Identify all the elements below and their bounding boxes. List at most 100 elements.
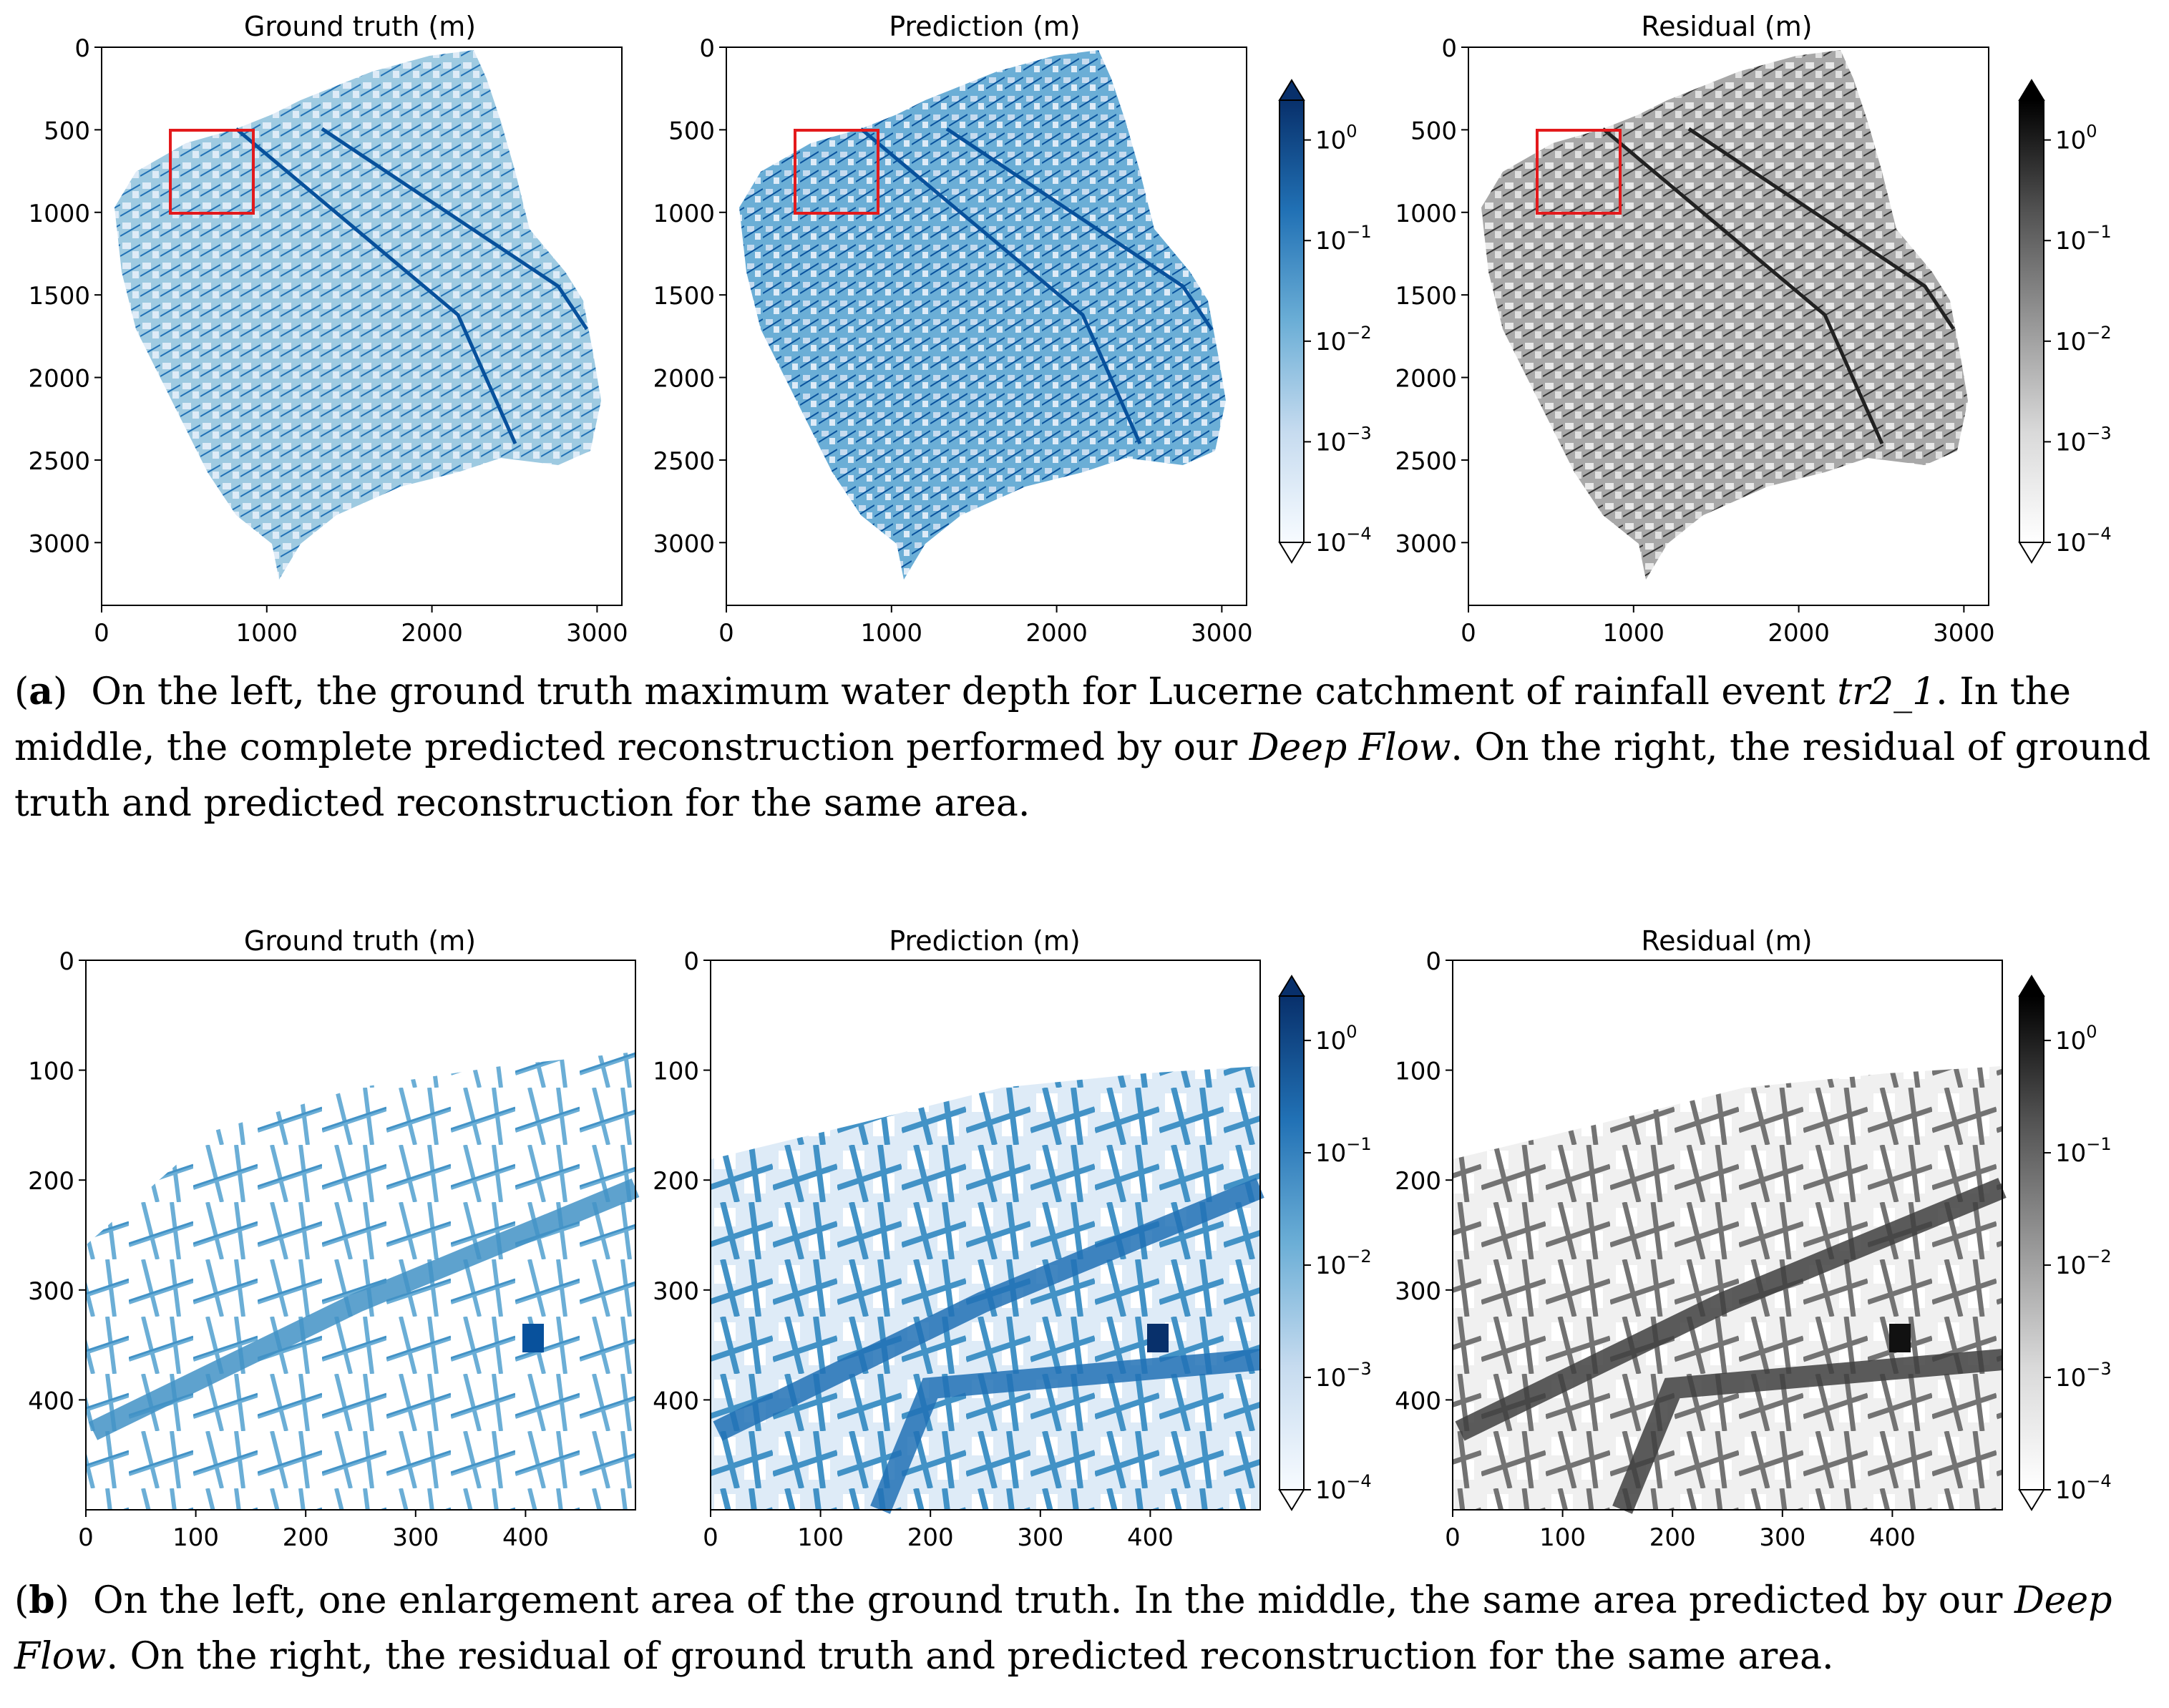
colorbar-ticks: 100 10−1 10−2 10−3 10−4 bbox=[2044, 122, 2112, 557]
x-ticks: 0 1000 2000 3000 bbox=[718, 605, 1253, 648]
heatmap-image bbox=[1453, 1066, 2002, 1510]
caption-label: a bbox=[29, 670, 53, 713]
plot-title: Ground truth (m) bbox=[244, 925, 476, 957]
colorbar-ticks: 100 10−1 10−2 10−3 10−4 bbox=[2044, 1022, 2112, 1505]
colorbar-tick-label: 10−2 bbox=[1315, 323, 1372, 356]
colorbar-tick-label: 10−3 bbox=[2055, 1359, 2112, 1392]
colorbar-tick-label: 10−1 bbox=[2055, 222, 2112, 255]
colorbar-tick-exponent: −3 bbox=[2086, 1359, 2111, 1379]
y-tick-label: 200 bbox=[653, 1167, 699, 1196]
colorbar-tick-label: 10−4 bbox=[1315, 524, 1372, 557]
y-tick-label: 1500 bbox=[28, 282, 90, 311]
x-tick-label: 300 bbox=[392, 1523, 439, 1552]
y-ticks: 0 100 200 300 400 bbox=[28, 947, 86, 1415]
colorbar-tick-exponent: −1 bbox=[1346, 222, 1371, 242]
x-tick-label: 400 bbox=[502, 1523, 549, 1552]
colorbar-tick-label: 10−3 bbox=[2055, 423, 2112, 457]
colorbar-tick-label: 10−1 bbox=[2055, 1134, 2112, 1168]
y-ticks: 0 500 1000 1500 2000 2500 3000 bbox=[28, 34, 102, 558]
colorbar-tick-exponent: 0 bbox=[1346, 122, 1357, 142]
heatmap-image bbox=[711, 1066, 1260, 1510]
y-tick-label: 3000 bbox=[1395, 530, 1457, 558]
x-tick-label: 0 bbox=[1461, 619, 1476, 648]
x-tick-label: 0 bbox=[718, 619, 734, 648]
colorbar-tick-label: 10−4 bbox=[2055, 524, 2112, 557]
caption-text: . On the right, the residual of ground t… bbox=[14, 726, 2151, 825]
y-ticks: 0 500 1000 1500 2000 2500 3000 bbox=[1395, 34, 1468, 558]
x-tick-label: 3000 bbox=[566, 619, 628, 648]
colorbar-tick-exponent: −4 bbox=[2086, 524, 2111, 544]
colorbar-grey-a: 100 10−1 10−2 10−3 10−4 bbox=[2018, 79, 2112, 564]
colorbar-tick-exponent: −1 bbox=[1346, 1134, 1371, 1154]
colorbar-tick-exponent: −1 bbox=[2086, 222, 2111, 242]
x-ticks: 0 1000 2000 3000 bbox=[94, 605, 628, 648]
panel-b: Ground truth (m) 0 100 200 300 400 0 100 200 30… bbox=[28, 925, 2112, 1552]
y-ticks: 0 100 200 300 400 bbox=[1395, 947, 1453, 1415]
colorbar-tick-label: 10−2 bbox=[2055, 1246, 2112, 1280]
colorbar-tick-label: 10−1 bbox=[1315, 222, 1372, 255]
y-tick-label: 300 bbox=[1395, 1277, 1441, 1306]
zoom-box bbox=[169, 129, 255, 215]
y-tick-label: 100 bbox=[653, 1058, 699, 1086]
heatmap-image bbox=[1481, 50, 1968, 580]
y-tick-label: 500 bbox=[44, 117, 90, 145]
colorbar-tick-label: 10−3 bbox=[1315, 423, 1372, 457]
y-ticks: 0 500 1000 1500 2000 2500 3000 bbox=[653, 34, 726, 558]
x-ticks: 0 100 200 300 400 bbox=[1445, 1510, 1916, 1552]
event-name: tr2_1 bbox=[1837, 670, 1936, 713]
y-tick-label: 2000 bbox=[28, 365, 90, 394]
x-tick-label: 400 bbox=[1127, 1523, 1174, 1552]
x-tick-label: 2000 bbox=[1768, 619, 1830, 648]
x-ticks: 0 100 200 300 400 bbox=[78, 1510, 549, 1552]
plot-a-residual: Residual (m) 0 500 1000 1500 2000 2500 3000 0 1… bbox=[1395, 11, 1994, 648]
axes-frame bbox=[85, 960, 636, 1511]
colorbar-tick-label: 100 bbox=[2055, 1022, 2097, 1055]
y-tick-label: 1000 bbox=[653, 200, 715, 228]
y-tick-label: 1000 bbox=[28, 200, 90, 228]
heatmap-image bbox=[739, 50, 1226, 580]
y-tick-label: 2500 bbox=[28, 447, 90, 476]
y-tick-label: 500 bbox=[668, 117, 715, 145]
river-channel bbox=[859, 127, 1214, 445]
y-tick-label: 1500 bbox=[1395, 282, 1457, 311]
caption-text: On the left, the ground truth maximum wa… bbox=[91, 670, 1838, 713]
model-name: Deep Flow bbox=[1249, 726, 1451, 769]
y-ticks: 0 100 200 300 400 bbox=[653, 947, 711, 1415]
river-channel bbox=[1602, 127, 1956, 445]
y-tick-label: 3000 bbox=[653, 530, 715, 558]
colorbar-tick-label: 10−4 bbox=[2055, 1471, 2112, 1505]
y-tick-label: 1500 bbox=[653, 282, 715, 311]
colorbar-tick-exponent: 0 bbox=[2086, 122, 2097, 142]
colorbar-tick-exponent: −2 bbox=[1346, 1246, 1371, 1267]
caption-text: On the left, one enlargement area of the… bbox=[93, 1579, 2014, 1622]
colorbar-tick-exponent: −1 bbox=[2086, 1134, 2111, 1154]
plot-title: Prediction (m) bbox=[889, 11, 1081, 42]
colorbar-tick-exponent: −3 bbox=[1346, 1359, 1371, 1379]
y-tick-label: 100 bbox=[28, 1058, 74, 1086]
caption-text: . In the middle, the complete predicted … bbox=[14, 670, 2071, 769]
y-tick-label: 2000 bbox=[653, 365, 715, 394]
river-channel bbox=[235, 127, 589, 445]
colorbar-tick-exponent: −2 bbox=[2086, 1246, 2111, 1267]
x-tick-label: 0 bbox=[94, 619, 109, 648]
model-name: Deep Flow bbox=[14, 1579, 2112, 1678]
x-tick-label: 1000 bbox=[236, 619, 298, 648]
y-tick-label: 100 bbox=[1395, 1058, 1441, 1086]
colorbar-tick-exponent: −2 bbox=[2086, 323, 2111, 343]
y-tick-label: 400 bbox=[1395, 1387, 1441, 1415]
y-tick-label: 0 bbox=[59, 947, 74, 976]
colorbar-tick-label: 10−3 bbox=[1315, 1359, 1372, 1392]
colorbar-tick-exponent: −2 bbox=[1346, 323, 1371, 343]
x-ticks: 0 1000 2000 3000 bbox=[1461, 605, 1995, 648]
x-tick-label: 200 bbox=[1649, 1523, 1696, 1552]
y-tick-label: 0 bbox=[1441, 34, 1457, 63]
plot-title: Residual (m) bbox=[1641, 11, 1812, 42]
colorbar-tick-label: 100 bbox=[2055, 122, 2097, 155]
x-tick-label: 300 bbox=[1759, 1523, 1805, 1552]
x-tick-label: 200 bbox=[283, 1523, 329, 1552]
axes-frame bbox=[710, 960, 1261, 1511]
x-tick-label: 0 bbox=[703, 1523, 718, 1552]
caption-a: (a) On the left, the ground truth maximu… bbox=[14, 670, 2151, 825]
colorbar-blue-a: 100 10−1 10−2 10−3 10−4 bbox=[1278, 79, 1372, 564]
x-tick-label: 100 bbox=[797, 1523, 844, 1552]
